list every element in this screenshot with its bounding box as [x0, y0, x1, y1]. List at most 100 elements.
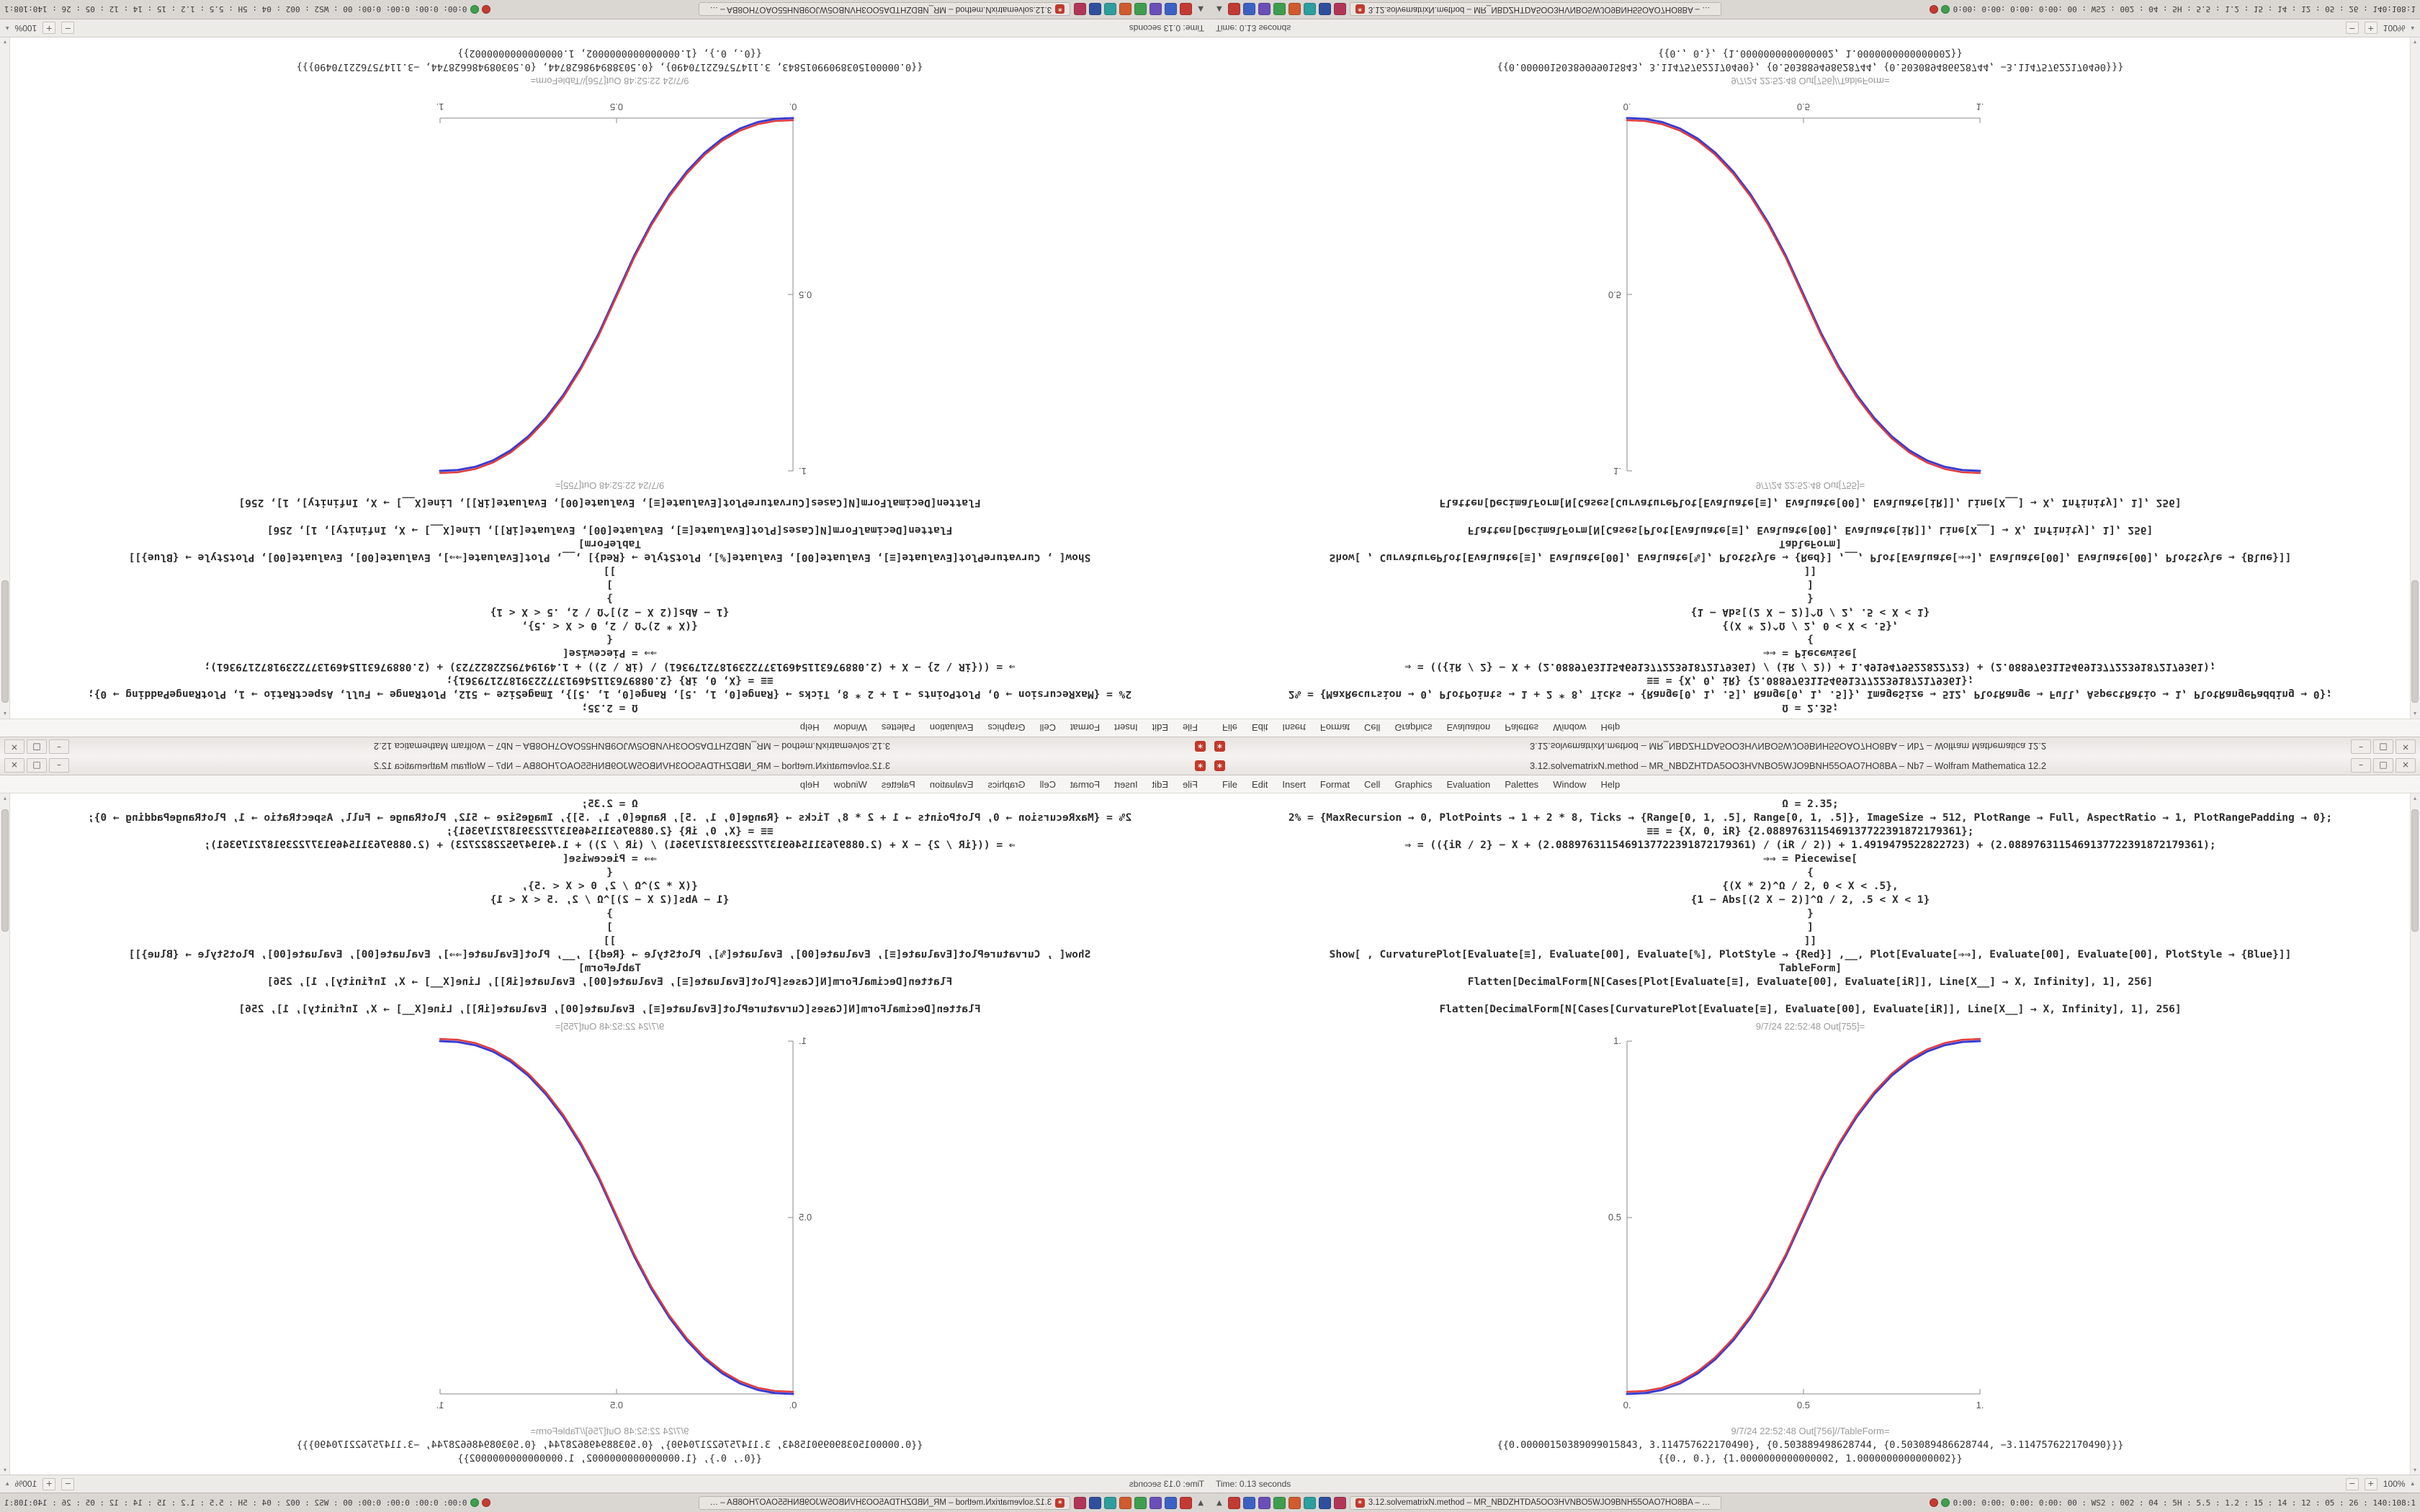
menu-edit[interactable]: Edit — [1251, 778, 1268, 790]
scroll-down-arrow-icon[interactable]: ▾ — [4, 1467, 7, 1473]
app-navy-icon[interactable] — [1089, 1496, 1102, 1509]
app-green-icon[interactable] — [1273, 1496, 1286, 1509]
code-line[interactable]: {1 − Abs[(2 X − 2)]^Ω / 2, .5 < X < 1} — [490, 606, 730, 618]
taskbar-window-button[interactable]: ∗ 3.12.solvematrixN.method – MR_NBDZHTDA… — [699, 2, 1071, 17]
menu-graphics[interactable]: Graphics — [987, 722, 1026, 734]
scroll-up-arrow-icon[interactable]: ▴ — [2413, 711, 2416, 717]
scroll-up-arrow-icon[interactable]: ▴ — [4, 711, 7, 717]
taskbar-start-icon[interactable]: ▲ — [1216, 5, 1222, 14]
close-button[interactable]: × — [4, 758, 24, 773]
code-line[interactable]: Show[ , CurvaturePlot[Evaluate[≡], Evalu… — [128, 552, 1091, 563]
menu-window[interactable]: Window — [833, 778, 867, 790]
scroll-down-arrow-icon[interactable]: ▾ — [2413, 39, 2416, 45]
scroll-up-arrow-icon[interactable]: ▴ — [4, 795, 7, 801]
code-line[interactable]: ]] — [1803, 565, 1817, 577]
menu-graphics[interactable]: Graphics — [987, 778, 1026, 790]
app-teal-icon[interactable] — [1303, 1496, 1316, 1509]
minimize-button[interactable]: – — [49, 758, 69, 773]
app-crimson-icon[interactable] — [1333, 3, 1346, 16]
menu-file[interactable]: File — [1183, 722, 1198, 734]
scroll-down-arrow-icon[interactable]: ▾ — [4, 39, 7, 45]
code-line[interactable]: {1 − Abs[(2 X − 2)]^Ω / 2, .5 < X < 1} — [1690, 894, 1930, 906]
code-line[interactable]: Flatten[DecimalForm[N[Cases[Plot[Evaluat… — [266, 976, 953, 988]
app-indigo-icon[interactable] — [1258, 1496, 1270, 1509]
code-line[interactable]: ≡≡ = {X, 0, iR} {2.088976311546913772239… — [1646, 826, 1974, 837]
status-caret-icon[interactable]: ▴ — [6, 1480, 9, 1488]
code-line[interactable]: ≡≡ = {X, 0, iR} {2.088976311546913772239… — [1646, 675, 1974, 686]
code-line[interactable]: Ω = 2.35; — [1782, 702, 1839, 714]
zoom-level[interactable]: 100% — [2383, 1479, 2406, 1489]
app-navy-icon[interactable] — [1089, 3, 1102, 16]
code-line[interactable]: ]] — [1803, 935, 1817, 947]
code-line[interactable]: ] — [1807, 922, 1814, 933]
code-line[interactable]: {(X * 2)^Ω / 2, 0 < X < .5}, — [521, 620, 698, 631]
app-crimson-icon[interactable] — [1333, 1496, 1346, 1509]
menu-cell[interactable]: Cell — [1039, 778, 1056, 790]
code-line[interactable]: ⇒ = (({iR / 2} − X + (2.0889763115469137… — [204, 661, 1016, 672]
app-crimson-icon[interactable] — [1074, 1496, 1087, 1509]
code-line[interactable]: Flatten[DecimalForm[N[Cases[CurvaturePlo… — [1439, 497, 2182, 508]
taskbar-window-button[interactable]: ∗ 3.12.solvematrixN.method – MR_NBDZHTDA… — [1349, 1495, 1721, 1510]
menu-evaluation[interactable]: Evaluation — [929, 722, 974, 734]
menu-help[interactable]: Help — [799, 778, 820, 790]
taskbar-start-icon[interactable]: ▲ — [1198, 5, 1204, 14]
code-line[interactable]: TableForm] — [1778, 963, 1842, 974]
menu-edit[interactable]: Edit — [1152, 722, 1169, 734]
title-bar[interactable]: ∗ 3.12.solvematrixN.method – MR_NBDZHTDA… — [1210, 756, 2420, 775]
app-blue-icon[interactable] — [1242, 3, 1255, 16]
code-line[interactable]: 2% = {MaxRecursion → 0, PlotPoints → 1 +… — [87, 812, 1132, 824]
minimize-button[interactable]: – — [2351, 758, 2371, 773]
menu-window[interactable]: Window — [1553, 778, 1587, 790]
zoom-in-button[interactable]: + — [42, 22, 56, 35]
code-line[interactable]: { — [606, 867, 613, 878]
menu-format[interactable]: Format — [1319, 722, 1350, 734]
scrollbar-thumb[interactable] — [1, 809, 9, 932]
app-teal-icon[interactable] — [1104, 1496, 1117, 1509]
code-line[interactable]: TableForm] — [578, 538, 642, 549]
menu-palettes[interactable]: Palettes — [881, 722, 915, 734]
menu-window[interactable]: Window — [833, 722, 867, 734]
app-navy-icon[interactable] — [1318, 3, 1331, 16]
code-line[interactable]: ⇒⇒ = Piecewise[ — [563, 853, 657, 865]
code-line[interactable]: {1 − Abs[(2 X − 2)]^Ω / 2, .5 < X < 1} — [1690, 606, 1930, 618]
code-line[interactable]: ]] — [603, 935, 617, 947]
zoom-in-button[interactable]: + — [42, 1477, 56, 1490]
zoom-out-button[interactable]: − — [61, 22, 75, 35]
menu-format[interactable]: Format — [1319, 778, 1350, 790]
code-line[interactable]: TableForm] — [1778, 538, 1842, 549]
app-red-icon[interactable] — [1227, 3, 1240, 16]
code-line[interactable]: TableForm] — [578, 963, 642, 974]
code-line[interactable]: ] — [606, 922, 613, 933]
code-line[interactable]: ⇒ = (({iR / 2} − X + (2.0889763115469137… — [1404, 840, 2216, 851]
taskbar-window-button[interactable]: ∗ 3.12.solvematrixN.method – MR_NBDZHTDA… — [699, 1495, 1071, 1510]
code-line[interactable]: ⇒⇒ = Piecewise[ — [563, 647, 657, 659]
code-line[interactable]: ⇒ = (({iR / 2} − X + (2.0889763115469137… — [1404, 661, 2216, 672]
code-line[interactable]: {(X * 2)^Ω / 2, 0 < X < .5}, — [521, 881, 698, 892]
code-line[interactable] — [9, 509, 1210, 523]
code-line[interactable]: ] — [606, 579, 613, 590]
code-line[interactable] — [9, 989, 1210, 1003]
code-line[interactable]: Flatten[DecimalForm[N[Cases[CurvaturePlo… — [238, 1004, 981, 1015]
menu-format[interactable]: Format — [1070, 722, 1101, 734]
taskbar-start-icon[interactable]: ▲ — [1198, 1498, 1204, 1507]
code-line[interactable]: ≡≡ = {X, 0, iR} {2.088976311546913772239… — [446, 826, 774, 837]
app-navy-icon[interactable] — [1318, 1496, 1331, 1509]
app-red-icon[interactable] — [1180, 3, 1193, 16]
code-line[interactable]: Flatten[DecimalForm[N[Cases[Plot[Evaluat… — [266, 524, 953, 536]
taskbar-window-button[interactable]: ∗ 3.12.solvematrixN.method – MR_NBDZHTDA… — [1349, 2, 1721, 17]
code-line[interactable]: { — [1807, 867, 1814, 878]
code-line[interactable]: Flatten[DecimalForm[N[Cases[Plot[Evaluat… — [1467, 524, 2154, 536]
app-green-icon[interactable] — [1134, 3, 1147, 16]
close-button[interactable]: × — [2396, 758, 2416, 773]
app-orange-icon[interactable] — [1288, 3, 1301, 16]
zoom-in-button[interactable]: + — [2364, 1477, 2378, 1490]
menu-palettes[interactable]: Palettes — [881, 778, 915, 790]
menu-cell[interactable]: Cell — [1364, 722, 1381, 734]
code-line[interactable]: Ω = 2.35; — [1782, 798, 1839, 810]
zoom-out-button[interactable]: − — [2345, 1477, 2359, 1490]
app-teal-icon[interactable] — [1104, 3, 1117, 16]
app-indigo-icon[interactable] — [1150, 1496, 1162, 1509]
close-button[interactable]: × — [2396, 739, 2416, 754]
code-line[interactable]: } — [1807, 908, 1814, 919]
zoom-in-button[interactable]: + — [2364, 22, 2378, 35]
